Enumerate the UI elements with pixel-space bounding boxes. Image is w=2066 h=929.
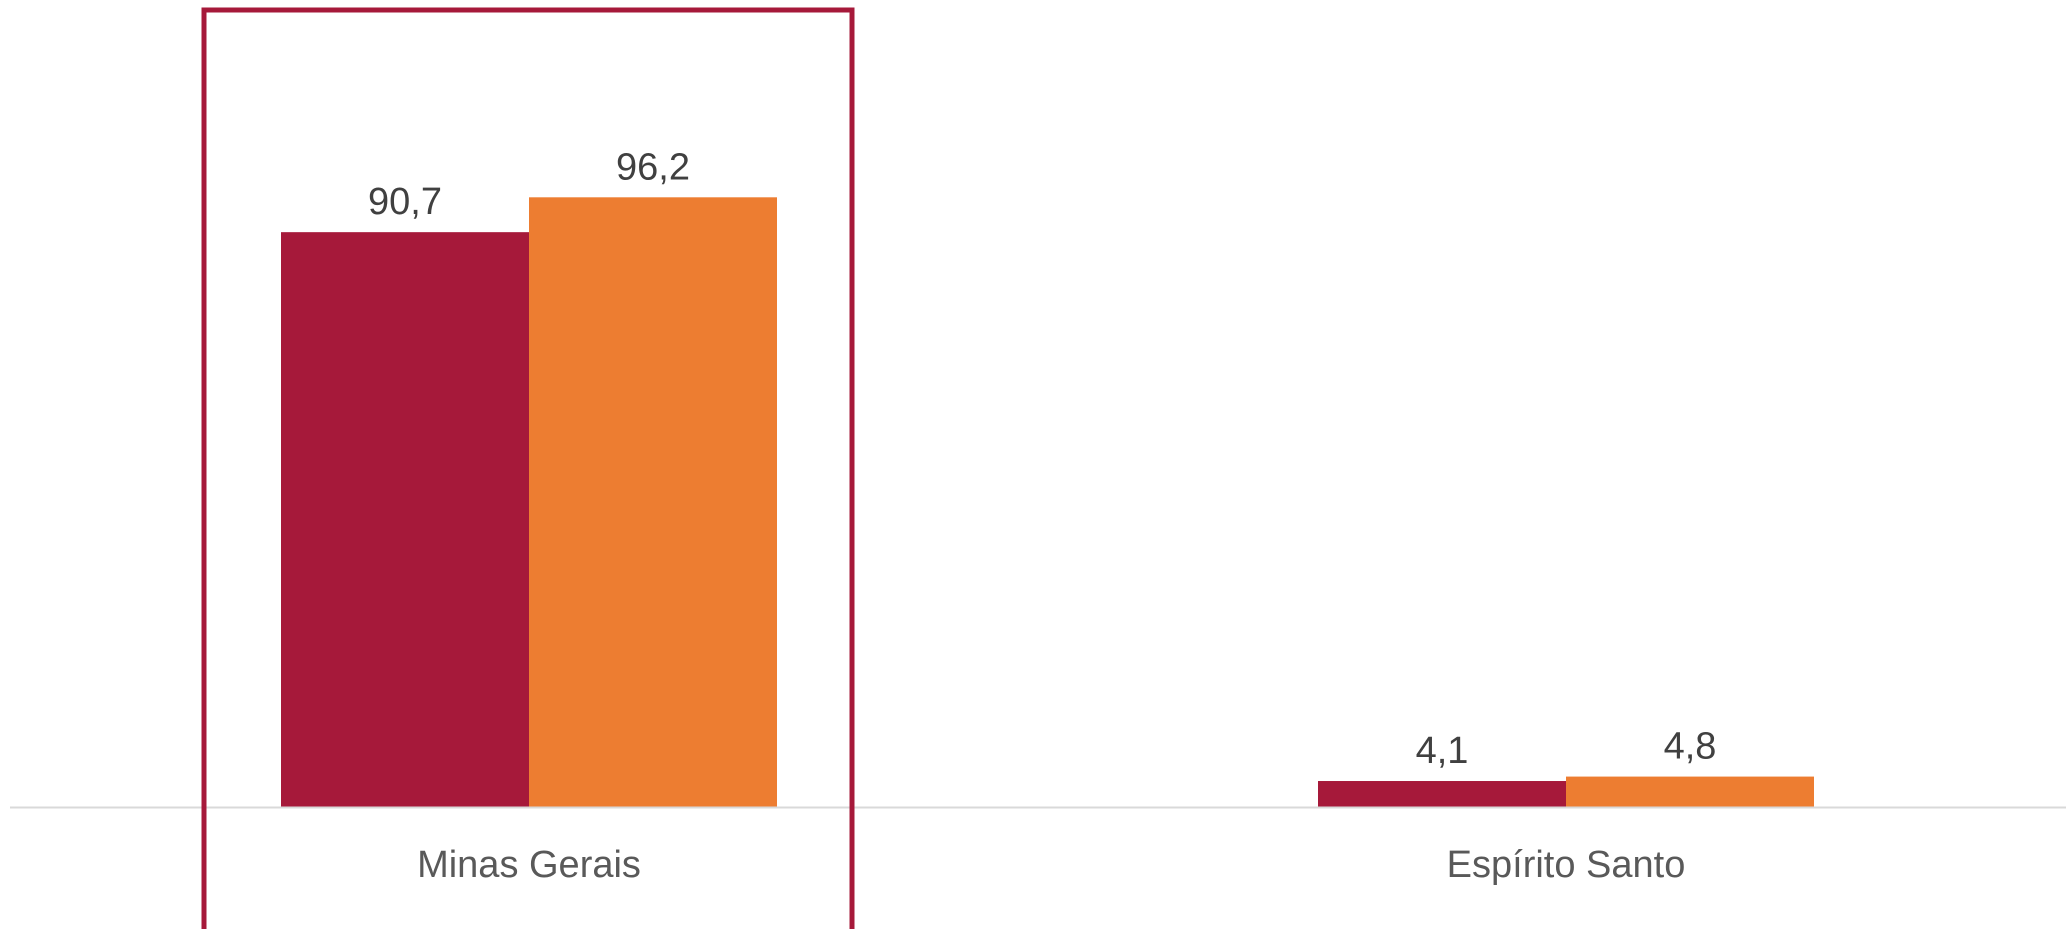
- highlight-box: [201, 7, 855, 929]
- category-labels-group: Minas Gerais Espírito Santo: [417, 844, 1685, 886]
- category-label-espirito-santo: Espírito Santo: [1447, 844, 1686, 886]
- data-labels-group: 90,7 96,2 4,1 4,8: [368, 146, 1716, 772]
- bars-group: [281, 197, 1814, 808]
- data-label-espirito-santo-series-2: 4,8: [1664, 726, 1717, 768]
- category-label-minas-gerais: Minas Gerais: [417, 844, 641, 886]
- bar-minas-gerais-series-2: [529, 197, 777, 808]
- data-label-espirito-santo-series-1: 4,1: [1416, 730, 1469, 772]
- bar-espirito-santo-series-2: [1566, 776, 1814, 807]
- data-label-minas-gerais-series-1: 90,7: [368, 181, 442, 223]
- data-label-minas-gerais-series-2: 96,2: [616, 146, 690, 188]
- bar-espirito-santo-series-1: [1318, 781, 1566, 807]
- bar-minas-gerais-series-1: [281, 232, 529, 807]
